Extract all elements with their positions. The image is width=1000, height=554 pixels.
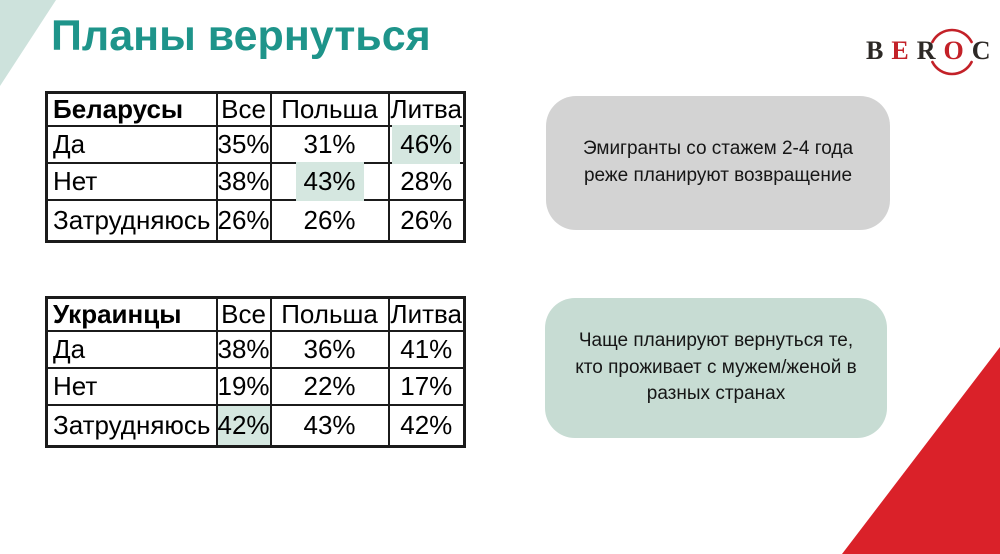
value-cell: 19% (215, 367, 272, 406)
callout-text: Чаще планируют вернуться те, кто прожива… (575, 330, 857, 405)
table-row-undecided: Затрудняюсь 42% 43% 42% (45, 404, 466, 447)
value-cell: 35% (215, 125, 272, 164)
page-title: Планы вернуться (51, 12, 431, 60)
value-cell: 41% (387, 330, 466, 369)
value-cell-highlighted: 42% (215, 404, 272, 447)
table-row-yes: Да 38% 36% 41% (45, 330, 466, 369)
value-cell: 38% (215, 162, 272, 201)
value-cell: 43% (269, 404, 390, 447)
highlight: 43% (295, 162, 364, 201)
callout-text: Эмигранты со стажем 2-4 года реже планир… (582, 138, 854, 186)
table-title-cell: Украинцы (45, 296, 218, 332)
col-header-lithuania: Литва (387, 296, 466, 332)
callout-separated-spouses: Чаще планируют вернуться те, кто прожива… (545, 298, 887, 438)
corner-triangle-top-left (0, 0, 56, 86)
logo-letter-r: R (916, 36, 944, 65)
value-cell-highlighted: 46% (387, 125, 466, 164)
value-cell: 42% (387, 404, 466, 447)
value-cell: 31% (269, 125, 390, 164)
logo-letter-b: B (866, 36, 892, 65)
row-label: Нет (45, 367, 218, 406)
highlight: 46% (392, 125, 461, 164)
row-label: Да (45, 330, 218, 369)
logo-wordmark: BEROC (866, 36, 998, 66)
callout-emigrant-tenure: Эмигранты со стажем 2-4 года реже планир… (546, 96, 890, 230)
col-header-all: Все (215, 296, 272, 332)
col-header-lithuania: Литва (387, 91, 466, 127)
logo-circle-arcs-icon (931, 28, 973, 76)
value-cell: 17% (387, 367, 466, 406)
ukrainians-table: Украинцы Все Польша Литва Да 38% 36% 41%… (45, 296, 467, 448)
logo-letter-e: E (891, 36, 917, 65)
table-row-no: Нет 38% 43% 28% (45, 162, 466, 201)
table-header-row: Беларусы Все Польша Литва (45, 91, 466, 127)
table-row-undecided: Затрудняюсь 26% 26% 26% (45, 199, 466, 242)
value-cell: 36% (269, 330, 390, 369)
table-title-cell: Беларусы (45, 91, 218, 127)
col-header-poland: Польша (269, 91, 390, 127)
logo-letter-o: O (943, 36, 972, 65)
value-cell: 26% (269, 199, 390, 242)
row-label: Затрудняюсь (45, 404, 218, 447)
row-label: Нет (45, 162, 218, 201)
table-row-yes: Да 35% 31% 46% (45, 125, 466, 164)
value-cell: 28% (387, 162, 466, 201)
beroc-logo: BEROC (860, 28, 994, 78)
table-row-no: Нет 19% 22% 17% (45, 367, 466, 406)
logo-letter-c: C (971, 36, 999, 65)
col-header-all: Все (215, 91, 272, 127)
col-header-poland: Польша (269, 296, 390, 332)
value-cell: 38% (215, 330, 272, 369)
value-cell: 22% (269, 367, 390, 406)
value-cell: 26% (387, 199, 466, 242)
row-label: Затрудняюсь (45, 199, 218, 242)
row-label: Да (45, 125, 218, 164)
value-cell-highlighted: 43% (269, 162, 390, 201)
value-cell: 26% (215, 199, 272, 242)
table-header-row: Украинцы Все Польша Литва (45, 296, 466, 332)
belarusians-table: Беларусы Все Польша Литва Да 35% 31% 46%… (45, 91, 467, 243)
